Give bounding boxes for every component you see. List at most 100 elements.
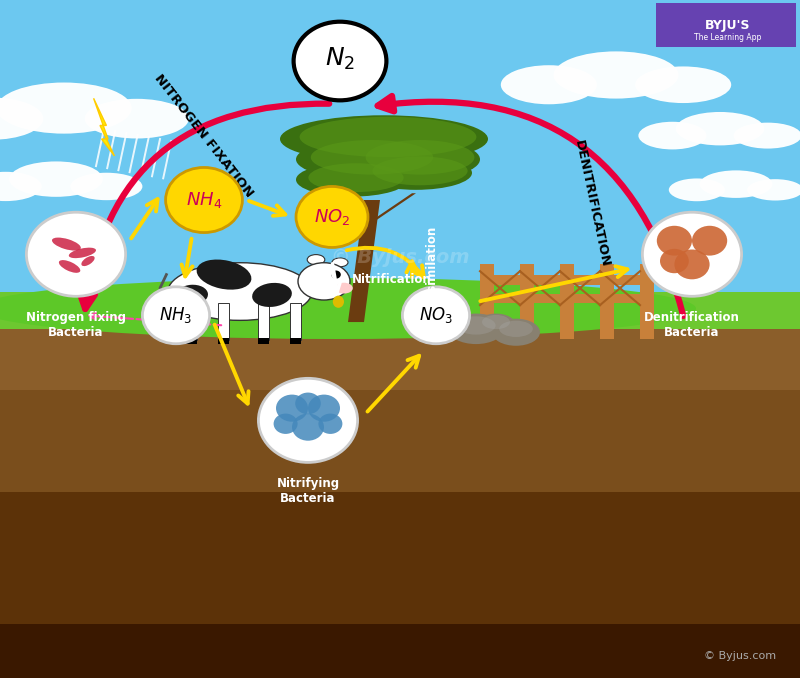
Bar — [258, 338, 269, 344]
Bar — [640, 264, 654, 339]
Ellipse shape — [554, 52, 678, 98]
Circle shape — [294, 22, 386, 100]
Ellipse shape — [280, 115, 488, 163]
Polygon shape — [348, 200, 380, 322]
Ellipse shape — [638, 122, 706, 149]
Ellipse shape — [70, 173, 142, 200]
Circle shape — [331, 271, 341, 279]
Circle shape — [166, 167, 242, 233]
Bar — [0, 624, 800, 678]
Circle shape — [674, 250, 710, 279]
Text: $N_2$: $N_2$ — [325, 46, 355, 72]
Ellipse shape — [492, 319, 540, 346]
Bar — [560, 264, 574, 339]
Bar — [0, 292, 800, 329]
Ellipse shape — [499, 321, 533, 337]
Bar — [186, 303, 197, 340]
Circle shape — [692, 226, 727, 256]
Circle shape — [295, 393, 321, 414]
Ellipse shape — [197, 260, 251, 290]
Ellipse shape — [501, 65, 597, 104]
Text: © Byjus.com: © Byjus.com — [330, 248, 470, 267]
Circle shape — [657, 226, 692, 256]
Ellipse shape — [0, 172, 42, 201]
Ellipse shape — [699, 170, 773, 198]
Ellipse shape — [456, 316, 496, 335]
Bar — [0, 492, 800, 678]
Ellipse shape — [0, 98, 43, 140]
Circle shape — [308, 395, 340, 422]
Bar — [0, 390, 800, 678]
Ellipse shape — [52, 237, 81, 251]
Text: BYJU'S: BYJU'S — [706, 18, 750, 32]
Ellipse shape — [308, 163, 404, 192]
Ellipse shape — [676, 112, 764, 145]
Ellipse shape — [296, 139, 440, 180]
Bar — [0, 0, 800, 322]
Text: $NO_3$: $NO_3$ — [419, 305, 453, 325]
Circle shape — [274, 414, 298, 434]
Ellipse shape — [298, 262, 350, 300]
Bar — [218, 303, 229, 340]
Ellipse shape — [168, 262, 312, 320]
Ellipse shape — [0, 278, 696, 339]
Text: Nitrifying
Bacteria: Nitrifying Bacteria — [277, 477, 339, 505]
Ellipse shape — [333, 296, 344, 308]
Bar — [290, 303, 301, 340]
Ellipse shape — [669, 178, 725, 201]
Text: Nitrogen fixing
Bacteria: Nitrogen fixing Bacteria — [26, 311, 126, 339]
Circle shape — [660, 249, 689, 273]
Bar — [480, 294, 648, 303]
Bar — [656, 3, 796, 47]
Ellipse shape — [296, 163, 408, 197]
Ellipse shape — [372, 157, 467, 185]
Text: The Learning App: The Learning App — [694, 33, 762, 42]
Bar — [258, 303, 269, 340]
Ellipse shape — [176, 285, 208, 305]
Ellipse shape — [335, 283, 353, 294]
Text: Denitrification
Bacteria: Denitrification Bacteria — [644, 311, 740, 339]
Text: $NO_2$: $NO_2$ — [314, 207, 350, 227]
Text: DENITRIFICATION: DENITRIFICATION — [572, 138, 612, 268]
Circle shape — [142, 287, 210, 344]
Ellipse shape — [332, 258, 348, 266]
Bar — [0, 295, 800, 678]
Bar — [218, 338, 229, 344]
Ellipse shape — [448, 313, 504, 344]
Ellipse shape — [300, 117, 477, 157]
Circle shape — [296, 186, 368, 247]
Ellipse shape — [59, 260, 80, 273]
Ellipse shape — [0, 83, 132, 134]
Text: Assimilation: Assimilation — [426, 226, 439, 306]
Polygon shape — [94, 98, 114, 156]
Text: $NH_4$: $NH_4$ — [186, 190, 222, 210]
Ellipse shape — [366, 140, 474, 174]
Bar — [480, 275, 648, 285]
Circle shape — [276, 395, 308, 422]
Text: Nitrification: Nitrification — [352, 273, 432, 286]
Bar — [600, 264, 614, 339]
Circle shape — [402, 287, 470, 344]
Ellipse shape — [10, 161, 102, 197]
Ellipse shape — [747, 179, 800, 201]
Circle shape — [318, 414, 342, 434]
Text: NITROGEN FIXATION: NITROGEN FIXATION — [152, 72, 256, 199]
Bar — [186, 338, 197, 344]
Bar — [290, 338, 301, 344]
Ellipse shape — [476, 313, 516, 338]
Ellipse shape — [82, 256, 94, 266]
Ellipse shape — [352, 139, 480, 180]
Ellipse shape — [360, 156, 472, 190]
Ellipse shape — [734, 123, 800, 148]
Circle shape — [292, 414, 324, 441]
Polygon shape — [372, 193, 416, 220]
Circle shape — [258, 378, 358, 462]
Ellipse shape — [482, 315, 510, 330]
Text: $NH_3$: $NH_3$ — [159, 305, 193, 325]
Bar — [520, 264, 534, 339]
Ellipse shape — [310, 140, 434, 174]
Circle shape — [26, 212, 126, 296]
Ellipse shape — [252, 283, 292, 307]
Bar — [480, 264, 494, 339]
Ellipse shape — [85, 99, 189, 138]
